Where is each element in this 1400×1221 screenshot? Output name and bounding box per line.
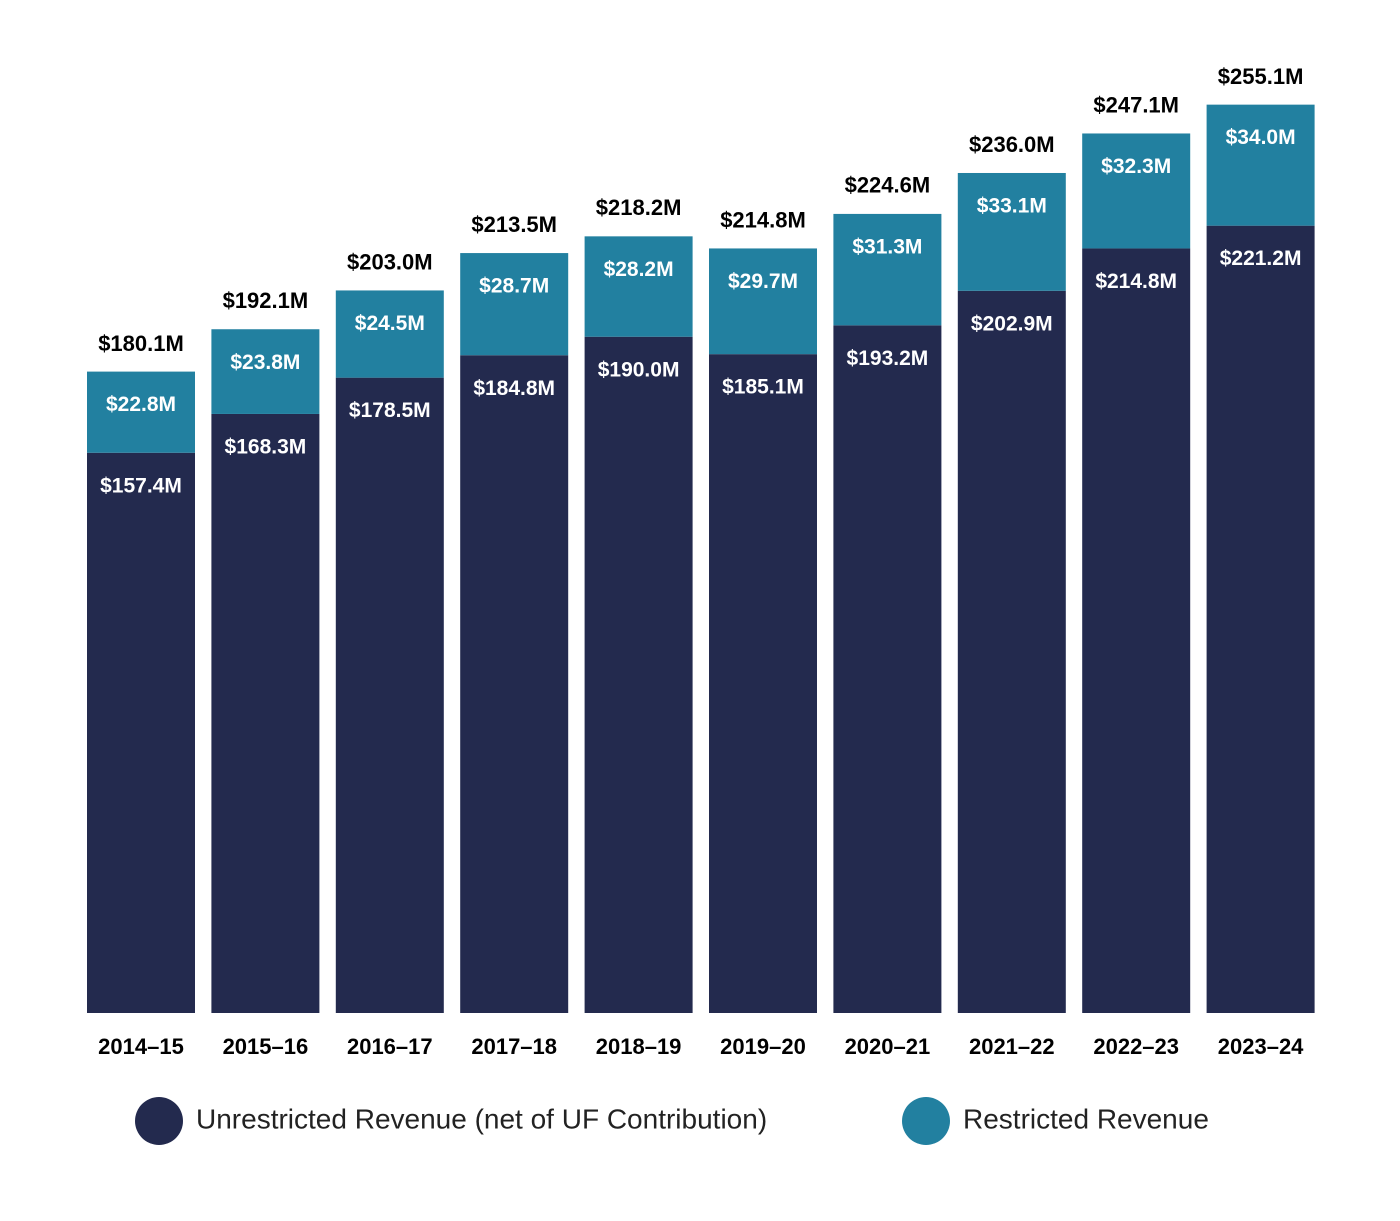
- segment-label: $22.8M: [106, 393, 176, 416]
- total-label: $236.0M: [969, 132, 1055, 157]
- legend-swatch: [135, 1097, 183, 1145]
- bar-segment: [833, 213, 942, 326]
- x-tick-label: 2018–19: [596, 1034, 682, 1059]
- total-label: $214.8M: [720, 207, 806, 232]
- segment-label: $221.2M: [1220, 247, 1302, 270]
- bar-segment: [833, 325, 942, 1013]
- x-tick-label: 2023–24: [1218, 1034, 1304, 1059]
- segment-label: $190.0M: [598, 358, 680, 381]
- segment-label: $24.5M: [355, 312, 425, 335]
- bar-segment: [335, 290, 444, 378]
- segment-label: $33.1M: [977, 195, 1047, 218]
- segment-label: $202.9M: [971, 312, 1053, 335]
- segment-label: $193.2M: [847, 347, 929, 370]
- x-tick-label: 2017–18: [471, 1034, 557, 1059]
- segment-label: $184.8M: [473, 377, 555, 400]
- segment-label: $28.7M: [479, 275, 549, 298]
- x-tick-label: 2015–16: [223, 1034, 309, 1059]
- bar-segment: [460, 253, 569, 356]
- bar-segment: [957, 290, 1066, 1014]
- segment-label: $157.4M: [100, 474, 182, 497]
- total-label: $213.5M: [471, 212, 557, 237]
- total-label: $247.1M: [1093, 92, 1179, 117]
- bar-segment: [709, 248, 817, 355]
- total-label: $224.6M: [845, 172, 931, 197]
- legend-label: Restricted Revenue: [963, 1103, 1209, 1134]
- total-label: $218.2M: [596, 195, 682, 220]
- bar-segment: [1082, 248, 1191, 1013]
- total-label: $192.1M: [223, 288, 309, 313]
- segment-label: $28.2M: [604, 258, 674, 281]
- bar-segment: [87, 371, 195, 453]
- bar-segment: [1082, 133, 1191, 249]
- bar-segment: [460, 355, 569, 1014]
- segment-label: $168.3M: [225, 436, 307, 459]
- segment-label: $31.3M: [852, 235, 922, 258]
- legend-swatch: [902, 1097, 950, 1145]
- segment-label: $32.3M: [1101, 155, 1171, 178]
- segment-label: $23.8M: [230, 351, 300, 374]
- total-label: $255.1M: [1218, 64, 1304, 89]
- segment-label: $29.7M: [728, 270, 798, 293]
- bar-segment: [211, 413, 320, 1013]
- total-label: $203.0M: [347, 249, 433, 274]
- bar-segment: [584, 236, 693, 337]
- total-label: $180.1M: [98, 331, 184, 356]
- bar-segment: [211, 329, 320, 414]
- segment-label: $185.1M: [722, 376, 804, 399]
- bar-segment: [709, 354, 817, 1013]
- x-tick-label: 2021–22: [969, 1034, 1055, 1059]
- x-tick-label: 2022–23: [1093, 1034, 1179, 1059]
- x-tick-label: 2014–15: [98, 1034, 184, 1059]
- segment-label: $178.5M: [349, 399, 431, 422]
- x-tick-label: 2020–21: [845, 1034, 931, 1059]
- bar-segment: [87, 452, 195, 1013]
- legend-label: Unrestricted Revenue (net of UF Contribu…: [196, 1103, 767, 1134]
- bar-segment: [335, 377, 444, 1013]
- x-tick-label: 2016–17: [347, 1034, 433, 1059]
- bar-segment: [584, 336, 693, 1013]
- segment-label: $214.8M: [1095, 270, 1177, 293]
- bar-segment: [957, 172, 1066, 291]
- x-tick-label: 2019–20: [720, 1034, 806, 1059]
- bar-segment: [1206, 225, 1315, 1013]
- bar-segment: [1206, 104, 1315, 226]
- segment-label: $34.0M: [1226, 126, 1296, 149]
